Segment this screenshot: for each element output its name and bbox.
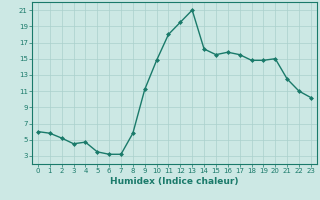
X-axis label: Humidex (Indice chaleur): Humidex (Indice chaleur) [110, 177, 239, 186]
